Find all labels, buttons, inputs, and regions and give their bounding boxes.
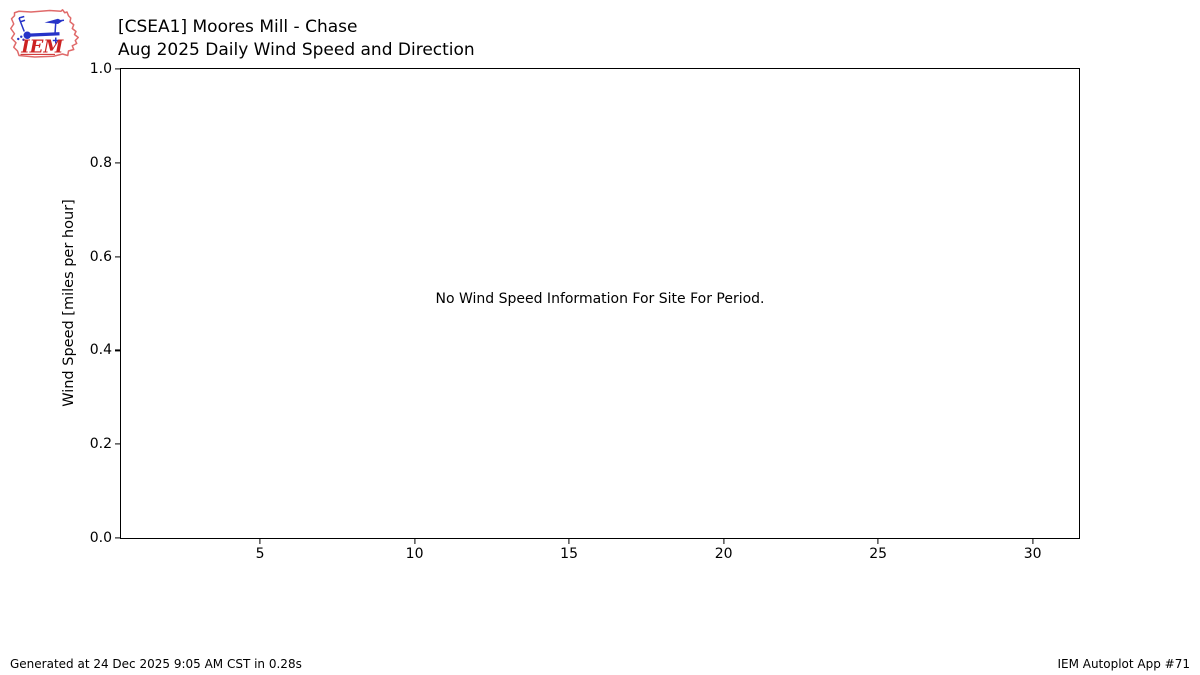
- y-tick-mark: [115, 537, 120, 539]
- y-tick-mark: [115, 256, 120, 258]
- plot-area: No Wind Speed Information For Site For P…: [90, 61, 1080, 562]
- x-tick-mark: [877, 539, 879, 544]
- chart-title: [CSEA1] Moores Mill - Chase Aug 2025 Dai…: [118, 16, 475, 62]
- x-tick-label: 10: [405, 546, 424, 562]
- x-tick-mark: [1032, 539, 1034, 544]
- chart-title-line2: Aug 2025 Daily Wind Speed and Direction: [118, 40, 475, 60]
- y-tick-mark: [115, 162, 120, 164]
- y-tick-label: 0.4: [89, 342, 112, 359]
- y-tick-label: 0.8: [89, 154, 112, 171]
- x-tick-mark: [259, 539, 261, 544]
- x-tick-label: 15: [560, 546, 579, 562]
- iem-logo: IEM: [9, 9, 79, 58]
- x-tick-mark: [723, 539, 725, 544]
- x-tick-label: 20: [714, 546, 733, 562]
- y-tick-label: 0.2: [89, 436, 112, 453]
- x-tick-label: 25: [869, 546, 888, 562]
- y-tick-mark: [115, 68, 120, 70]
- wind-vane-icon: [17, 15, 65, 44]
- y-tick-label: 0.6: [89, 248, 112, 265]
- chart-title-line1: [CSEA1] Moores Mill - Chase: [118, 17, 358, 37]
- y-tick-label: 0.0: [89, 530, 112, 546]
- y-tick-mark: [115, 443, 120, 445]
- y-tick-mark: [115, 349, 120, 351]
- generated-timestamp: Generated at 24 Dec 2025 9:05 AM CST in …: [10, 657, 302, 671]
- x-tick-mark: [413, 539, 416, 544]
- x-tick-mark: [568, 539, 570, 544]
- app-credit: IEM Autoplot App #71: [1057, 657, 1190, 671]
- no-data-message: No Wind Speed Information For Site For P…: [435, 290, 765, 307]
- iem-logo-text: IEM: [20, 37, 64, 58]
- x-tick-label: 5: [255, 546, 265, 562]
- y-axis-label: Wind Speed [miles per hour]: [61, 199, 77, 407]
- x-tick-label: 30: [1023, 546, 1042, 562]
- y-tick-label: 1.0: [89, 61, 112, 77]
